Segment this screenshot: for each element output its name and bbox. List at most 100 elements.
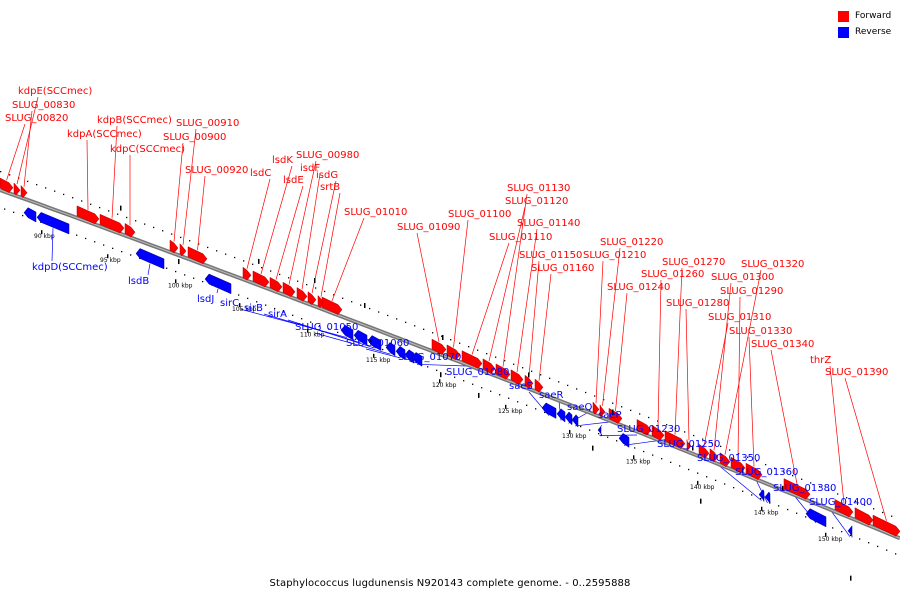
feature-tick [612, 409, 614, 415]
leader-line [713, 282, 732, 451]
reverse-gene-label: SLUG_01400 [809, 497, 872, 508]
reverse-gene [385, 342, 396, 357]
leader-line [23, 110, 33, 187]
forward-gene-label: SLUG_01280 [666, 298, 729, 309]
track-dot [387, 314, 389, 317]
track-dot [207, 246, 209, 249]
track-dot [841, 530, 843, 533]
track-dot [513, 363, 515, 365]
forward-gene-label: lsdK [272, 155, 293, 166]
forward-gene [719, 452, 731, 468]
track-dot [265, 304, 267, 306]
forward-gene-label: SLUG_01220 [600, 237, 663, 248]
forward-gene [431, 338, 447, 355]
scale-tick [825, 532, 827, 537]
track-dot [486, 353, 488, 355]
track-dot [490, 390, 492, 392]
reverse-gene [395, 345, 406, 361]
reverse-gene-label: SLUG_01060 [346, 338, 409, 349]
track-dot [715, 479, 717, 482]
track-dot [711, 442, 713, 444]
leader-line [263, 313, 361, 344]
reverse-gene-label: kdpD(SCCmec) [32, 262, 108, 273]
track-dot [675, 427, 677, 429]
leader-line [488, 206, 526, 362]
leader-line [471, 242, 510, 355]
forward-gene-label: isdF [300, 163, 320, 174]
track-dot [742, 490, 744, 492]
track-dot [369, 307, 371, 310]
track-dot [306, 283, 308, 286]
track-dot [423, 328, 425, 330]
forward-gene [636, 419, 652, 436]
track-dot [558, 381, 560, 383]
track-dot [427, 366, 429, 368]
leader-line [365, 348, 401, 359]
track-dot [729, 449, 731, 451]
track-dot [738, 453, 740, 455]
track-dot [535, 408, 537, 410]
reverse-gene [764, 491, 771, 505]
track-dot [864, 504, 866, 506]
forward-gene-label: SLUG_01340 [751, 339, 814, 350]
scale-tick-label: 145 kbp [754, 510, 779, 517]
forward-gene-label: SLUG_01140 [517, 218, 580, 229]
track-dot [648, 416, 650, 419]
track-dot [522, 367, 524, 369]
leader-line [502, 193, 528, 367]
reverse-gene [36, 212, 70, 235]
track-dot [477, 349, 479, 351]
reverse-gene [564, 411, 573, 426]
scale-tick [569, 429, 571, 434]
reverse-gene [556, 408, 566, 423]
scale-tick-label: 90 kbp [34, 233, 55, 240]
scale-tick-label: 140 kbp [690, 484, 715, 491]
scale-tick [633, 455, 635, 460]
reverse-gene [135, 248, 165, 270]
scale-tick [439, 379, 441, 384]
track-dot [760, 497, 762, 500]
track-dot [684, 431, 686, 433]
forward-gene [13, 182, 21, 196]
forward-gene-label: kdpE(SCCmec) [18, 86, 92, 97]
track-dot [355, 338, 357, 340]
leader-line [674, 267, 683, 435]
leader-line [197, 175, 206, 251]
feature-tick [370, 339, 372, 345]
track-dot [472, 383, 474, 385]
leader-line [147, 263, 151, 276]
track-dot [171, 233, 173, 235]
track-dot [508, 397, 510, 399]
legend: Forward Reverse [838, 8, 891, 40]
track-dot [193, 277, 195, 279]
track-dot [112, 247, 114, 249]
track-dot [121, 250, 123, 253]
leader-line [599, 434, 638, 436]
track-dot [279, 273, 281, 276]
track-dot [747, 456, 749, 458]
track-dot [657, 420, 659, 422]
scale-tick-label: 130 kbp [562, 433, 587, 440]
track-dot [679, 465, 681, 467]
forward-gene [169, 239, 179, 254]
forward-gene [854, 507, 874, 526]
track-dot [688, 468, 690, 471]
forward-gene [482, 358, 496, 374]
track-dot [877, 545, 879, 548]
track-dot [108, 210, 110, 212]
track-dot [612, 402, 614, 404]
track-dot [868, 542, 870, 544]
leader-line [416, 232, 440, 342]
track-dot [22, 214, 24, 217]
track-dot [351, 301, 353, 303]
reverse-gene [758, 489, 765, 502]
forward-gene [461, 350, 483, 369]
track-dot [405, 321, 407, 324]
scale-tick-label: 95 kbp [100, 257, 121, 264]
track-dot [274, 307, 276, 310]
track-dot [526, 404, 528, 406]
track-dot [459, 342, 461, 344]
forward-gene [651, 425, 665, 441]
track-dot [94, 241, 96, 243]
forward-gene [524, 374, 534, 389]
